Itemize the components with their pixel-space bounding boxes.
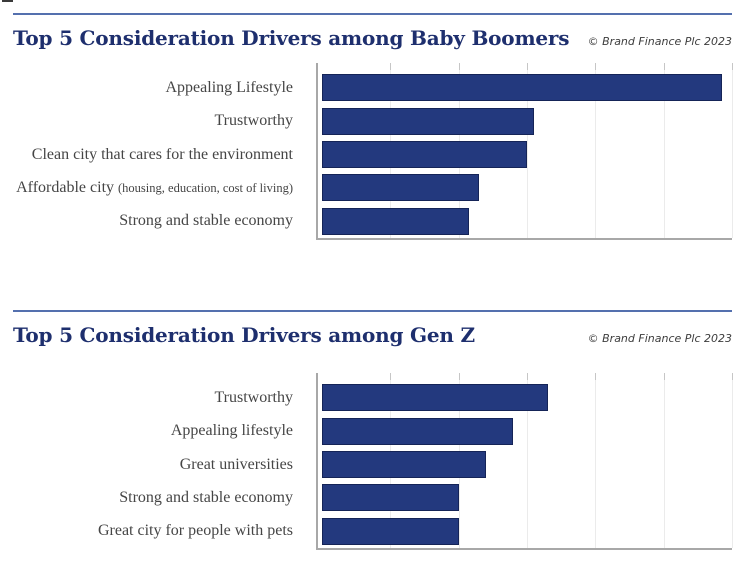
chart-header: Top 5 Consideration Drivers among Gen Z … [13, 323, 732, 347]
gridline [527, 380, 528, 548]
section-divider [13, 310, 732, 312]
bar-row [322, 171, 732, 204]
category-label: Appealing Lifestyle [165, 78, 293, 96]
category-label-row: Strong and stable economy [0, 481, 293, 514]
bars [322, 373, 732, 548]
copyright-note: © Brand Finance Plc 2023 [587, 332, 732, 345]
chart-title: Top 5 Consideration Drivers among Baby B… [13, 26, 570, 50]
category-label-row: Appealing lifestyle [0, 414, 293, 447]
page-edge-artifact [2, 0, 13, 2]
category-label-row: Strong and stable economy [0, 205, 293, 238]
chart-area: Trustworthy Appealing lifestyle Great univ… [0, 373, 740, 550]
axis-tick [732, 373, 733, 380]
chart-section-gen-z: Top 5 Consideration Drivers among Gen Z … [0, 297, 740, 564]
gridline [595, 70, 597, 238]
axis-tick [527, 63, 528, 70]
bar [322, 74, 722, 102]
category-label: Affordable city (housing, education, cost… [16, 178, 293, 196]
axis-tick [390, 373, 392, 380]
gridline [732, 70, 733, 238]
gridline [663, 380, 665, 548]
chart-header: Top 5 Consideration Drivers among Baby B… [13, 26, 732, 50]
category-label-row: Clean city that cares for the environmen… [0, 138, 293, 171]
category-label: Strong and stable economy [119, 212, 293, 230]
chart-section-baby-boomers: Top 5 Consideration Drivers among Baby B… [0, 13, 740, 240]
category-label-row: Appealing Lifestyle [0, 71, 293, 104]
category-label: Trustworthy [214, 112, 293, 130]
bar [322, 451, 486, 479]
gridline [527, 70, 528, 238]
bar-row [322, 381, 732, 414]
category-label-row: Affordable city (housing, education, cost… [0, 171, 293, 204]
bar [322, 517, 459, 545]
category-label: Great universities [179, 455, 293, 473]
bar [322, 484, 459, 512]
axis-tick [458, 373, 460, 380]
bar-row [322, 205, 732, 238]
axis-tick [527, 373, 528, 380]
bar-row [322, 104, 732, 137]
category-label: Clean city that cares for the environmen… [31, 145, 293, 163]
bar-row [322, 448, 732, 481]
category-label-row: Great universities [0, 448, 293, 481]
axis-tick [732, 63, 733, 70]
category-labels: Trustworthy Appealing lifestyle Great univ… [0, 373, 293, 548]
category-label: Appealing lifestyle [170, 422, 293, 440]
bar [322, 107, 534, 135]
axis-tick [595, 63, 597, 70]
category-labels: Appealing Lifestyle Trustworthy Clean city… [0, 63, 293, 238]
bar [322, 417, 514, 445]
copyright-note: © Brand Finance Plc 2023 [587, 35, 732, 48]
bars [322, 63, 732, 238]
gridline [595, 380, 597, 548]
bar [322, 141, 527, 169]
category-sublabel: (housing, education, cost of living) [118, 180, 293, 195]
axis-tick [390, 63, 392, 70]
bar-row [322, 515, 732, 548]
gridline [663, 70, 665, 238]
plot-area [316, 373, 733, 550]
gridline [732, 380, 733, 548]
axis-tick [595, 373, 597, 380]
chart-area: Appealing Lifestyle Trustworthy Clean city… [0, 63, 740, 240]
bar-row [322, 414, 732, 447]
axis-tick [663, 373, 665, 380]
bar [322, 207, 469, 235]
chart-title: Top 5 Consideration Drivers among Gen Z [13, 323, 475, 347]
axis-tick [663, 63, 665, 70]
bar [322, 174, 480, 202]
bar [322, 384, 548, 412]
bar-row [322, 481, 732, 514]
category-label: Strong and stable economy [119, 488, 293, 506]
category-label-row: Great city for people with pets [0, 515, 293, 548]
bar-row [322, 138, 732, 171]
category-label: Great city for people with pets [97, 522, 293, 540]
category-label-row: Trustworthy [0, 104, 293, 137]
plot-area [316, 63, 733, 240]
bar-row [322, 71, 732, 104]
category-label: Trustworthy [214, 388, 293, 406]
category-label-row: Trustworthy [0, 381, 293, 414]
section-divider [13, 13, 732, 15]
axis-tick [458, 63, 460, 70]
